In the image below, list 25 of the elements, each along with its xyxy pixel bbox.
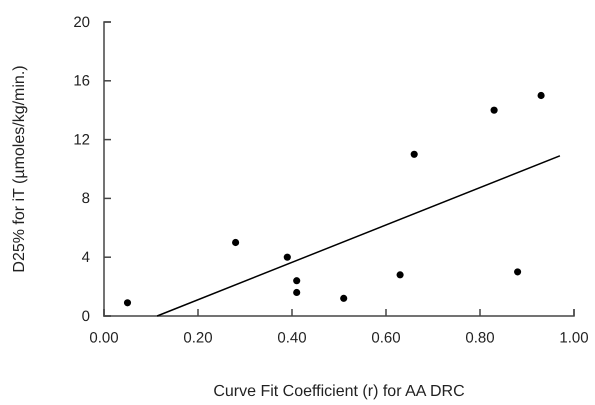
point bbox=[232, 238, 240, 246]
x-tick-label: 0.00 bbox=[89, 330, 119, 347]
y-tick-label: 4 bbox=[82, 249, 90, 266]
y-axis-title: D25% for iT (µmoles/kg/min.) bbox=[11, 65, 28, 273]
point bbox=[293, 288, 300, 296]
y-tick-label: 12 bbox=[73, 131, 90, 148]
point bbox=[293, 277, 300, 284]
point bbox=[514, 268, 522, 276]
x-tick-label: 0.80 bbox=[465, 330, 495, 347]
x-tick-label: 1.00 bbox=[559, 330, 589, 347]
x-axis-title: Curve Fit Coefficient (r) for AA DRC bbox=[213, 383, 465, 400]
y-tick-label: 8 bbox=[82, 190, 90, 208]
point bbox=[396, 271, 404, 278]
x-tick-label: 0.20 bbox=[183, 330, 213, 347]
x-tick-label: 0.40 bbox=[277, 330, 307, 347]
point bbox=[490, 106, 498, 114]
point bbox=[340, 294, 348, 302]
x-tick-label: 0.60 bbox=[371, 330, 401, 347]
point bbox=[124, 299, 132, 306]
point bbox=[284, 254, 291, 261]
y-tick-label: 16 bbox=[73, 72, 90, 90]
y-tick-label: 0 bbox=[82, 308, 90, 325]
y-tick-label: 20 bbox=[73, 14, 90, 31]
point bbox=[538, 92, 545, 100]
point bbox=[410, 150, 418, 158]
